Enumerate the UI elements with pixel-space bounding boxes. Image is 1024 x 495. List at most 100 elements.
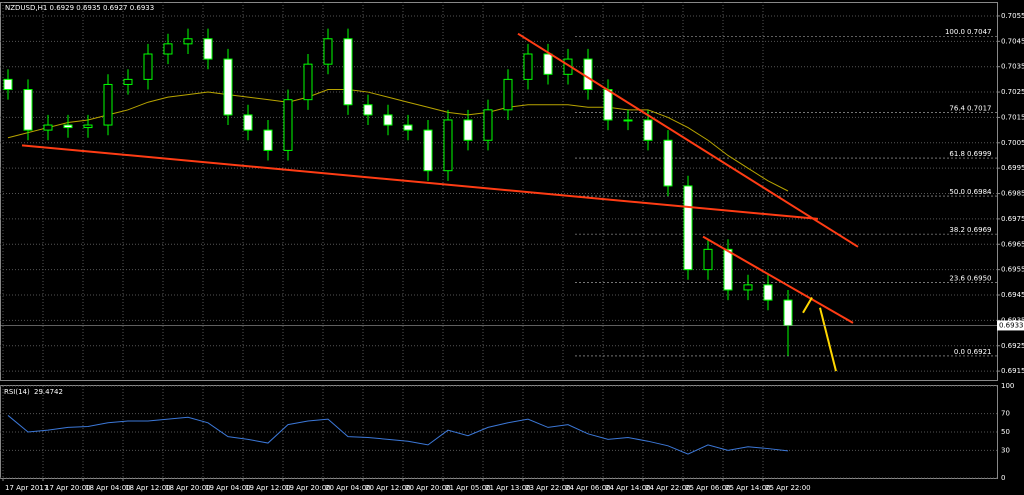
candle-body (23, 89, 33, 131)
moving-average (7, 89, 789, 192)
y-tick-label: 0.6975 (1001, 215, 1024, 223)
current-price-box (997, 320, 1024, 331)
y-tick-label: 0.7015 (1001, 113, 1024, 121)
candle-body (483, 109, 493, 141)
arrow-line (802, 297, 813, 314)
candle-body (163, 43, 173, 55)
x-tick-label: 19 Apr 12:00 (245, 484, 291, 492)
fib-price-label: 0.6984 (967, 188, 992, 196)
rsi-tick-label: 70 (1001, 410, 1010, 418)
x-tick-label: 23 Apr 22:00 (525, 484, 571, 492)
fib-level-label: 100.0 (945, 28, 965, 36)
fib-price-label: 0.6950 (967, 274, 992, 282)
x-tick-label: 24 Apr 06:00 (565, 484, 611, 492)
y-tick-label: 0.6995 (1001, 164, 1024, 172)
x-tick-label: 20 Apr 12:00 (365, 484, 411, 492)
fib-level-label: 50.0 (949, 188, 965, 196)
fib-price-label: 0.7047 (967, 28, 992, 36)
x-tick-label: 25 Apr 14:00 (725, 484, 771, 492)
candle-body (123, 78, 133, 85)
x-tick-label: 24 Apr 22:00 (645, 484, 691, 492)
x-tick-label: 19 Apr 04:00 (205, 484, 251, 492)
candle-body (623, 119, 633, 122)
candle-body (543, 53, 553, 75)
x-tick-label: 21 Apr 05:00 (445, 484, 491, 492)
trendline (21, 144, 819, 220)
candle-body (743, 284, 753, 291)
y-tick-label: 0.7005 (1001, 139, 1024, 147)
candle-body (523, 53, 533, 80)
candle-body (203, 38, 213, 60)
fib-level-label: 38.2 (949, 226, 965, 234)
candle-body (663, 139, 673, 187)
candle-body (263, 129, 273, 151)
candle-body (383, 114, 393, 126)
rsi-name: RSI(14) (4, 388, 30, 396)
candle-body (443, 119, 453, 172)
current-price-label: 0.6933 (999, 321, 1024, 329)
candle-body (643, 119, 653, 141)
candle-body (763, 284, 773, 301)
rsi-tick-label: 100 (1001, 382, 1014, 390)
x-tick-label: 20 Apr 20:00 (405, 484, 451, 492)
candle-body (83, 124, 93, 129)
x-tick-label: 20 Apr 04:00 (325, 484, 371, 492)
candle-body (43, 124, 53, 131)
fib-level-label: 76.4 (949, 104, 965, 112)
fib-price-label: 0.6999 (967, 150, 992, 158)
y-tick-label: 0.6915 (1001, 367, 1024, 375)
trendline (702, 235, 854, 324)
y-tick-label: 0.6965 (1001, 240, 1024, 248)
x-tick-label: 19 Apr 20:00 (285, 484, 331, 492)
y-tick-label: 0.7025 (1001, 88, 1024, 96)
candle-body (3, 78, 13, 91)
y-tick-label: 0.6925 (1001, 342, 1024, 350)
candle-body (783, 299, 793, 326)
x-tick-label: 18 Apr 04:00 (85, 484, 131, 492)
fib-level-label: 0.0 (954, 348, 965, 356)
x-tick-label: 25 Apr 22:00 (765, 484, 811, 492)
y-tick-label: 0.6955 (1001, 266, 1024, 274)
y-tick-label: 0.6945 (1001, 291, 1024, 299)
candle-body (223, 58, 233, 116)
candle-body (503, 78, 513, 111)
main-panel (0, 2, 998, 381)
x-tick-label: 18 Apr 12:00 (125, 484, 171, 492)
rsi-value: 29.4742 (34, 388, 63, 396)
candle-body (583, 58, 593, 91)
y-tick-label: 0.7045 (1001, 37, 1024, 45)
candle-body (423, 129, 433, 172)
x-tick-label: 17 Apr 2017 (5, 484, 48, 492)
fib-price-label: 0.7017 (967, 104, 992, 112)
trendline (517, 32, 859, 248)
candle-body (403, 124, 413, 131)
rsi-tick-label: 30 (1001, 446, 1010, 454)
candle-body (703, 248, 713, 271)
y-tick-label: 0.6935 (1001, 316, 1024, 324)
x-tick-label: 25 Apr 06:00 (685, 484, 731, 492)
arrow-line (819, 307, 837, 372)
x-tick-label: 17 Apr 20:00 (45, 484, 91, 492)
candle-body (343, 38, 353, 106)
fib-price-label: 0.6969 (967, 226, 992, 234)
y-tick-label: 0.7055 (1001, 12, 1024, 20)
x-tick-label: 24 Apr 14:00 (605, 484, 651, 492)
candle-body (303, 63, 313, 101)
candle-body (243, 114, 253, 131)
candle-body (363, 104, 373, 116)
candle-body (63, 124, 73, 129)
candle-body (683, 185, 693, 271)
rsi-tick-label: 0 (1001, 474, 1005, 482)
rsi-tick-label: 50 (1001, 428, 1010, 436)
candle-body (183, 38, 193, 45)
y-tick-label: 0.7035 (1001, 63, 1024, 71)
chart-title: NZDUSD,H1 0.6929 0.6935 0.6927 0.6933 (5, 4, 154, 12)
rsi-line (7, 415, 789, 455)
y-tick-label: 0.6985 (1001, 190, 1024, 198)
candle-body (463, 119, 473, 141)
candle-body (283, 99, 293, 151)
fib-price-label: 0.6921 (967, 348, 992, 356)
fib-level-label: 61.8 (949, 150, 965, 158)
x-tick-label: 21 Apr 13:00 (485, 484, 531, 492)
